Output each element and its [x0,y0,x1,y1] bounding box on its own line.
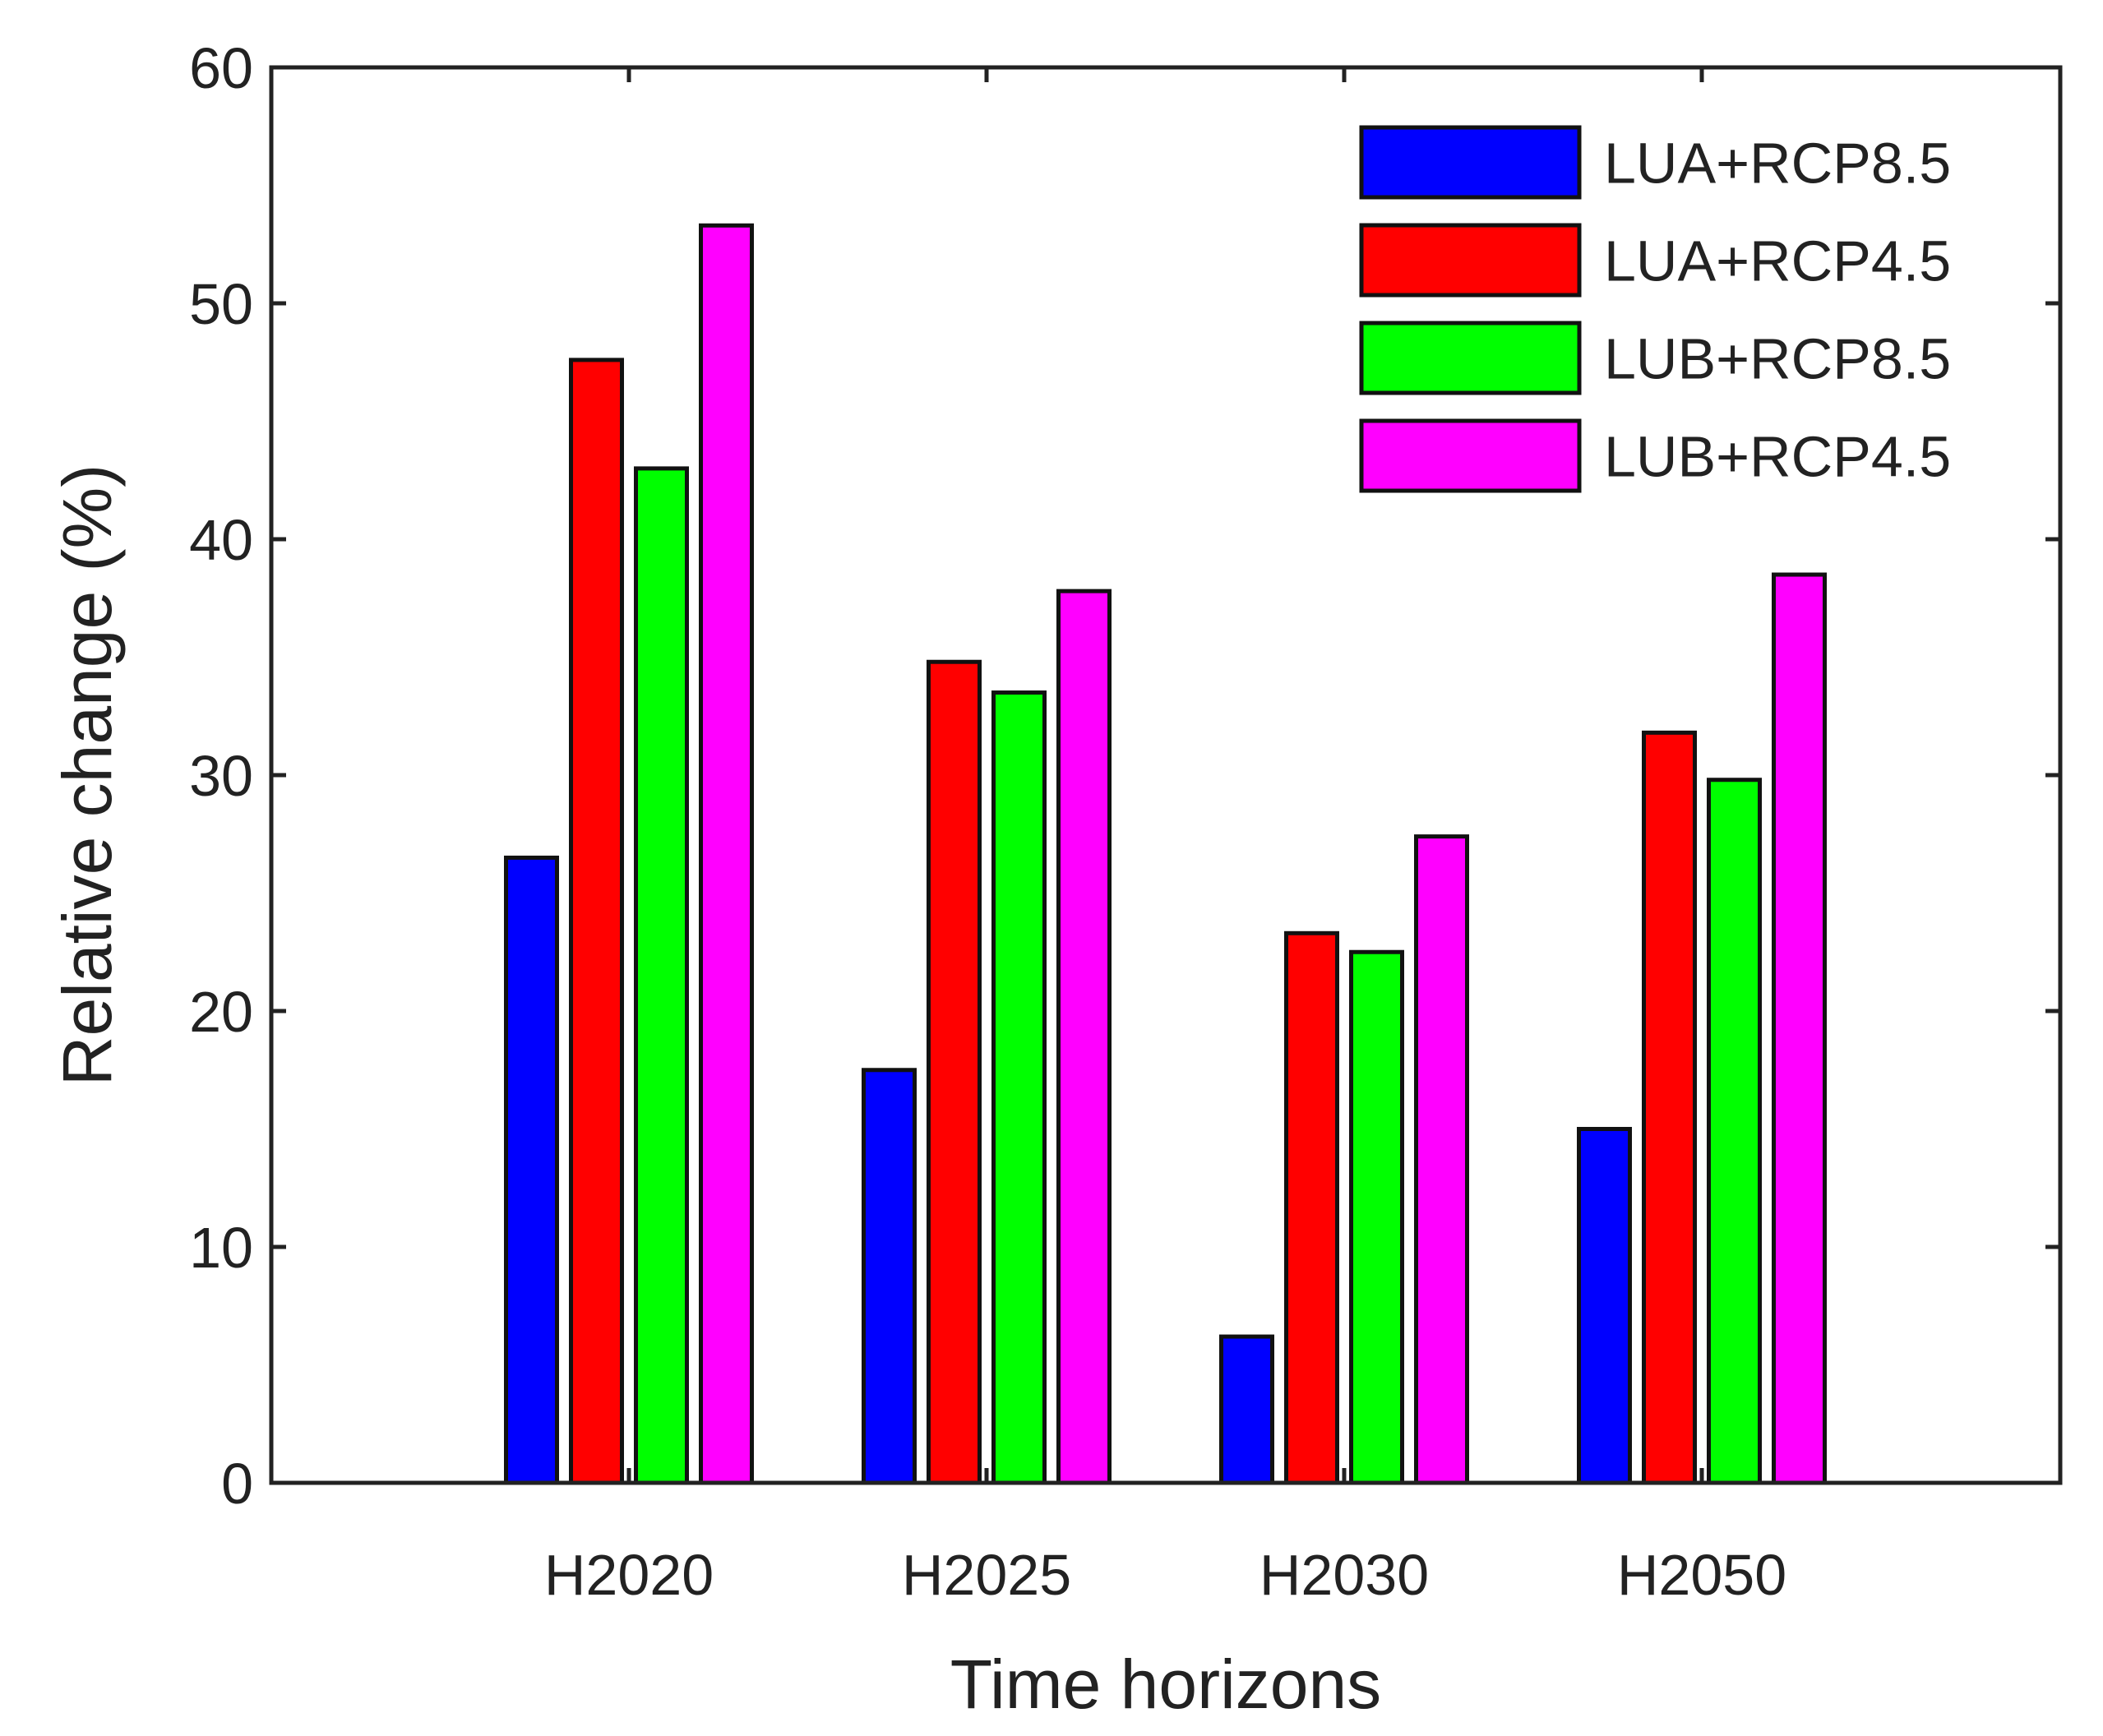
y-tick-label: 10 [189,1216,253,1280]
bar-lub-rcp4-5-h2020 [699,223,754,1485]
legend-swatch [1359,418,1582,493]
tick-labels-group: 0 10 20 30 40 50 60 H2020 H2025 H2030 H2050 [189,36,1786,1607]
bar-lub-rcp8-5-h2050 [1707,778,1762,1485]
bar-lua-rcp4-5-h2025 [927,659,982,1485]
bar-lub-rcp4-5-h2050 [1772,572,1827,1485]
bar-lub-rcp4-5-h2030 [1414,834,1469,1485]
x-tick-label: H2025 [902,1543,1071,1607]
legend-label: LUB+RCP4.5 [1604,425,1951,489]
bars-group [504,223,1827,1485]
bar-lua-rcp8-5-h2050 [1577,1127,1632,1485]
bar-lua-rcp8-5-h2020 [504,855,559,1485]
legend-swatch [1359,321,1582,395]
legend-label: LUA+RCP4.5 [1604,229,1951,293]
bar-lua-rcp8-5-h2025 [862,1068,917,1485]
y-tick-label: 30 [189,744,253,808]
x-tick-label: H2050 [1617,1543,1786,1607]
x-tick-label: H2020 [544,1543,714,1607]
bar-lub-rcp4-5-h2025 [1056,589,1112,1485]
legend-label: LUA+RCP8.5 [1604,132,1951,196]
y-axis-label: Relative change (%) [49,464,126,1086]
legend: LUA+RCP8.5 LUA+RCP4.5 LUB+RCP8.5 LUB+RCP4.5 [1359,125,1951,493]
y-tick-label: 0 [221,1452,253,1516]
plot-frame [269,65,2063,1485]
x-axis-label: Time horizons [950,1646,1381,1723]
bar-lub-rcp8-5-h2030 [1349,949,1404,1485]
x-tick-label: H2030 [1259,1543,1429,1607]
y-tick-label: 40 [189,508,253,572]
bar-lub-rcp8-5-h2025 [991,690,1047,1485]
y-tick-label: 20 [189,980,253,1044]
bar-lua-rcp8-5-h2030 [1219,1334,1274,1485]
legend-swatch [1359,223,1582,298]
y-tick-label: 50 [189,272,253,336]
legend-swatch [1359,125,1582,200]
bar-lua-rcp4-5-h2020 [569,358,624,1485]
bar-lua-rcp4-5-h2050 [1642,730,1697,1485]
y-tick-label: 60 [189,36,253,100]
bar-lub-rcp8-5-h2020 [634,466,689,1485]
legend-label: LUB+RCP8.5 [1604,327,1951,391]
bar-lua-rcp4-5-h2030 [1284,930,1339,1485]
